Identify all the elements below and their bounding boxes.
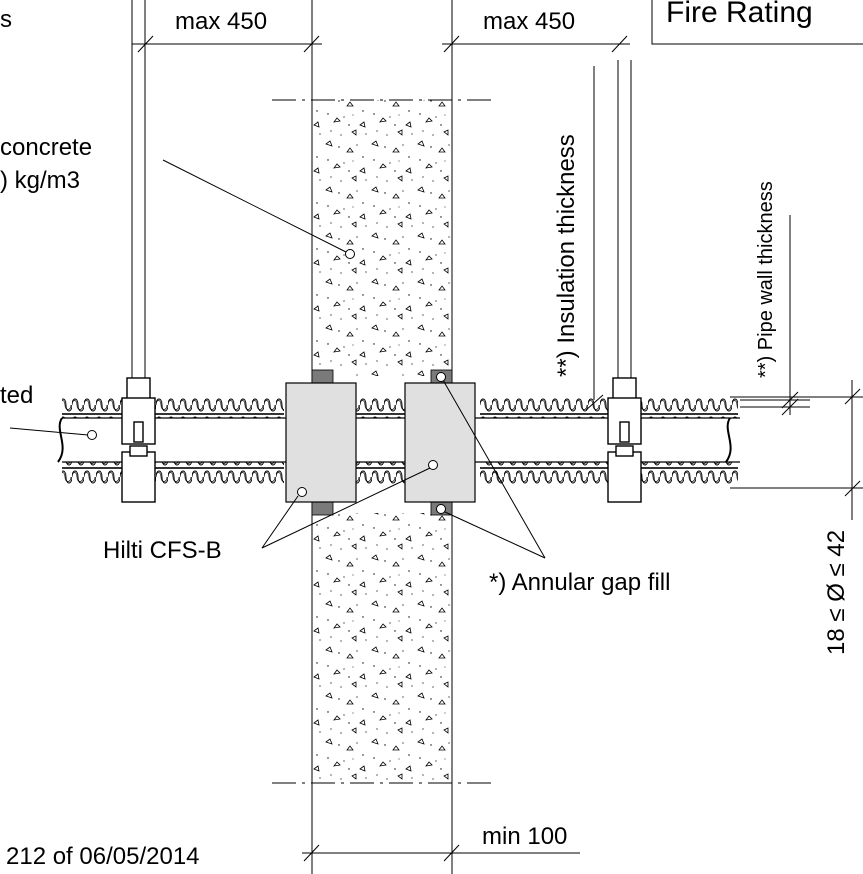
dim-wall-min-label: min 100 bbox=[482, 823, 567, 850]
label-concrete-line2: ) kg/m3 bbox=[0, 167, 80, 194]
label-insulation-thickness: **) Insulation thickness bbox=[553, 134, 580, 377]
dim-hanger-left-label: max 450 bbox=[175, 8, 267, 35]
hilti-cfs-b-blocks bbox=[285, 382, 476, 503]
dimension-lines bbox=[132, 35, 863, 862]
pipe-clamp-right bbox=[607, 377, 642, 503]
label-hilti-cfs-b: Hilti CFS-B bbox=[103, 537, 222, 564]
dim-diameter-label: 18 ≤ Ø ≤ 42 bbox=[823, 530, 850, 655]
label-top-left-fragment: s bbox=[0, 6, 12, 33]
footer-approval-text: 212 of 06/05/2014 bbox=[6, 843, 200, 870]
pipe-clamp-left bbox=[121, 377, 156, 503]
label-concrete-line1: concrete bbox=[0, 134, 92, 161]
dim-hanger-right-label: max 450 bbox=[483, 8, 575, 35]
label-pipe-fragment: ted bbox=[0, 382, 33, 409]
label-annular-gap-fill: *) Annular gap fill bbox=[489, 569, 670, 596]
label-pipe-wall-thickness: **) Pipe wall thickness bbox=[755, 181, 777, 378]
title-box: Fire Rating bbox=[651, 0, 863, 45]
concrete-wall bbox=[272, 0, 492, 874]
title-text: Fire Rating bbox=[666, 0, 813, 29]
leader-lines bbox=[9, 159, 546, 559]
hanger-rods bbox=[131, 0, 632, 378]
